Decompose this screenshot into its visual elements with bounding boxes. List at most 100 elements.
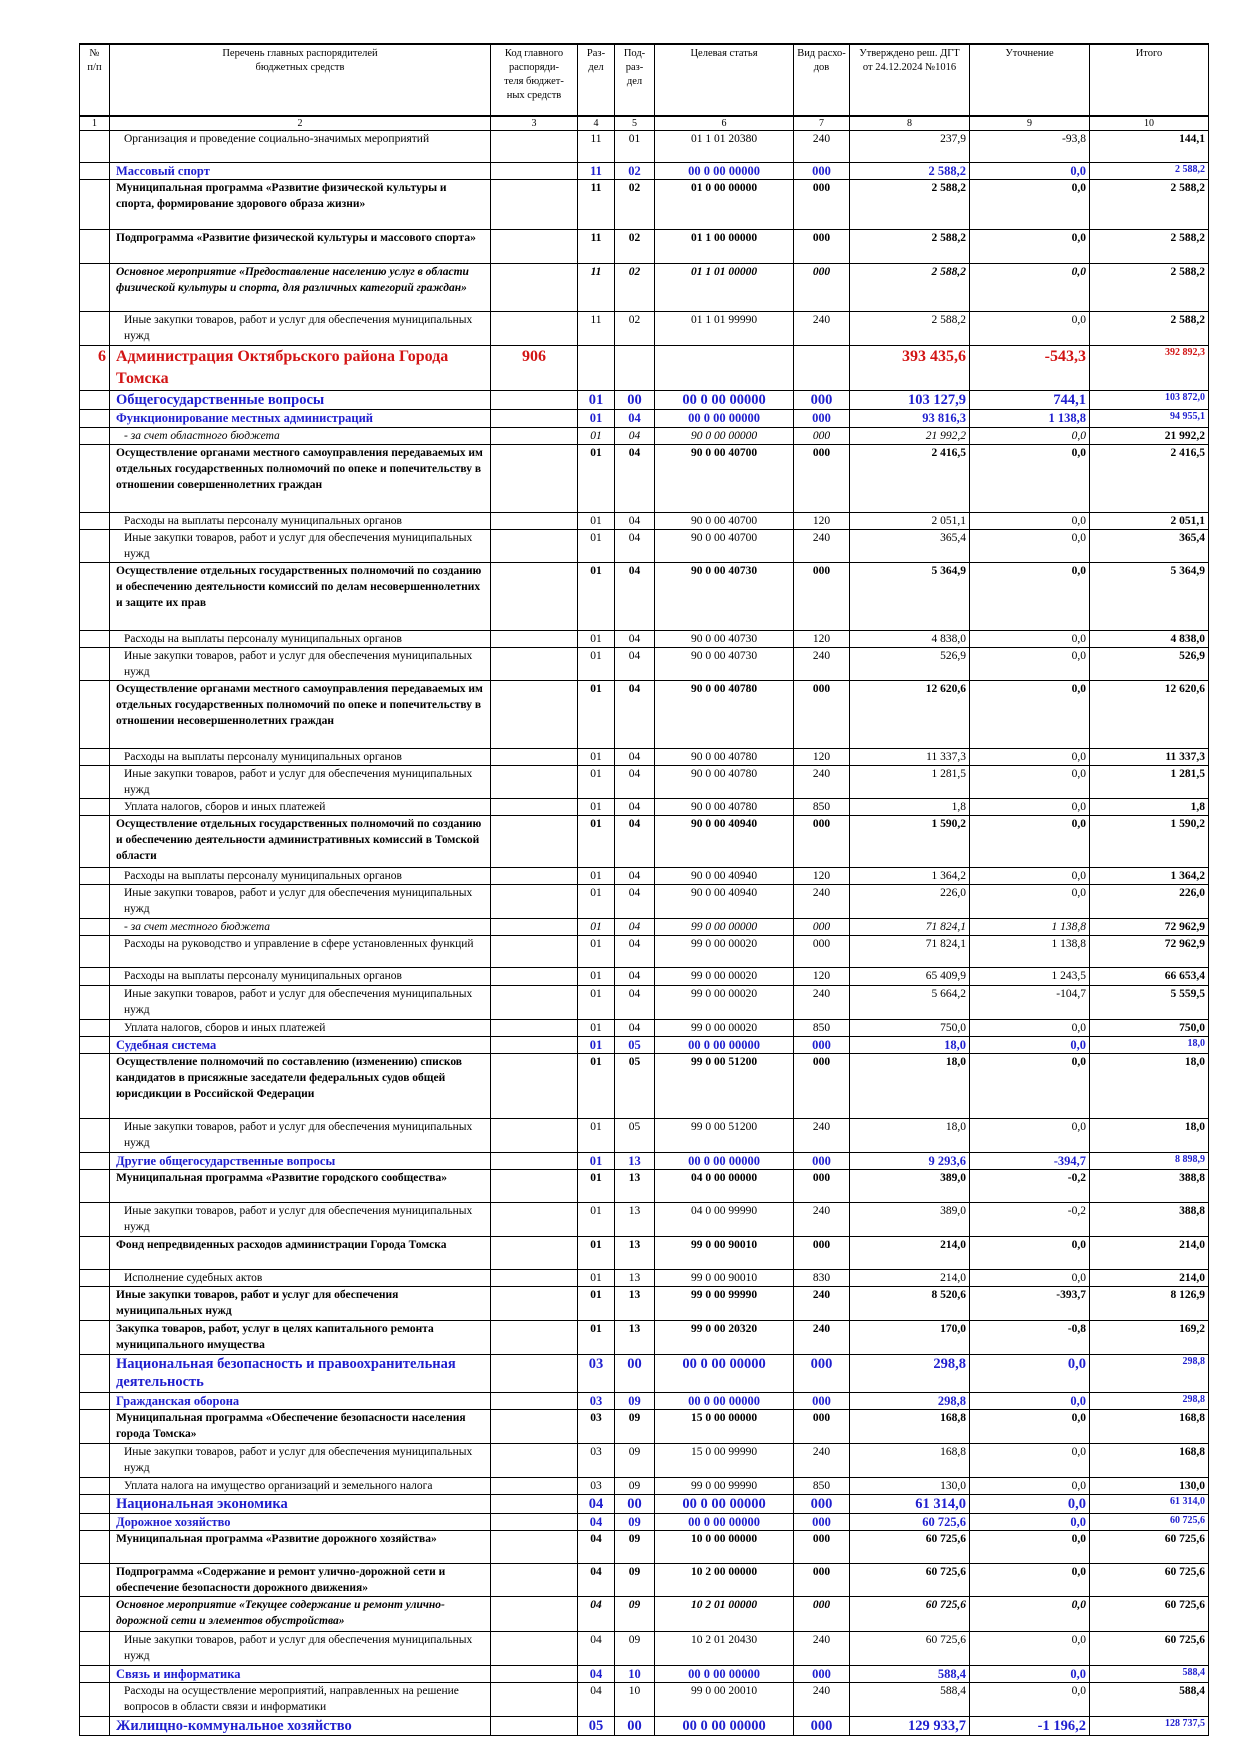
column-number: 1 [79, 115, 110, 131]
cell-code [490, 647, 578, 681]
cell-approved: 237,9 [849, 130, 970, 163]
cell-vid: 830 [793, 1269, 850, 1287]
table-row: 6 Администрация Октябрьского района Город… [79, 345, 1209, 391]
cell-name: Уплата налогов, сборов и иных платежей [109, 1019, 491, 1037]
cell-approved: 8 520,6 [849, 1286, 970, 1321]
cell-change: 0,0 [969, 179, 1090, 230]
cell-approved: 71 824,1 [849, 935, 970, 968]
cell-num [79, 1354, 110, 1393]
cell-name: Другие общегосударственные вопросы [109, 1152, 491, 1170]
cell-num [79, 1563, 110, 1597]
cell-total: 226,0 [1089, 884, 1209, 919]
column-header: Утверждено реш. ДГТ от 24.12.2024 №1016 [849, 43, 970, 117]
cell-name: Иные закупки товаров, работ и услуг для … [109, 765, 491, 799]
cell-name: Иные закупки товаров, работ и услуг для … [109, 985, 491, 1020]
cell-article: 90 0 00 40730 [654, 647, 794, 681]
cell-article: 99 0 00 00020 [654, 935, 794, 968]
cell-razdel: 11 [577, 162, 615, 180]
cell-podrazdel: 04 [614, 748, 655, 766]
cell-razdel: 01 [577, 444, 615, 513]
cell-name: Муниципальная программа «Обеспечение без… [109, 1409, 491, 1444]
cell-code [490, 1665, 578, 1683]
cell-razdel: 01 [577, 918, 615, 936]
cell-vid: 000 [793, 390, 850, 410]
cell-total: 214,0 [1089, 1236, 1209, 1270]
cell-num [79, 1053, 110, 1119]
cell-vid: 120 [793, 630, 850, 648]
cell-vid: 000 [793, 1392, 850, 1410]
cell-podrazdel: 04 [614, 680, 655, 749]
cell-razdel: 01 [577, 562, 615, 631]
cell-vid: 000 [793, 1409, 850, 1444]
table-row: Муниципальная программа «Развитие дорожн… [79, 1530, 1209, 1564]
table-row: Иные закупки товаров, работ и услуг для … [79, 985, 1209, 1020]
cell-name: Администрация Октябрьского района Города… [109, 345, 491, 391]
table-row: Основное мероприятие «Текущее содержание… [79, 1596, 1209, 1632]
cell-num [79, 1596, 110, 1632]
cell-total: 2 588,2 [1089, 229, 1209, 264]
cell-approved: 170,0 [849, 1320, 970, 1355]
cell-change: 0,0 [969, 1053, 1090, 1119]
cell-total: 8 898,9 [1089, 1152, 1209, 1170]
cell-change: 0,0 [969, 1494, 1090, 1514]
cell-change: 0,0 [969, 1354, 1090, 1393]
cell-vid: 000 [793, 229, 850, 264]
cell-num [79, 884, 110, 919]
cell-total: 168,8 [1089, 1409, 1209, 1444]
cell-name: - за счет местного бюджета [109, 918, 491, 936]
cell-vid: 120 [793, 867, 850, 885]
cell-vid: 240 [793, 311, 850, 346]
cell-article: 00 0 00 00000 [654, 1494, 794, 1514]
cell-total: 392 892,3 [1089, 345, 1209, 391]
cell-article: 99 0 00 00020 [654, 1019, 794, 1037]
cell-name: Расходы на руководство и управление в сф… [109, 935, 491, 968]
cell-podrazdel: 09 [614, 1409, 655, 1444]
cell-code [490, 1494, 578, 1514]
cell-article: 00 0 00 00000 [654, 1665, 794, 1683]
cell-change: 0,0 [969, 162, 1090, 180]
cell-approved: 526,9 [849, 647, 970, 681]
cell-vid: 000 [793, 1513, 850, 1531]
cell-article: 90 0 00 40940 [654, 884, 794, 919]
cell-vid: 000 [793, 1563, 850, 1597]
cell-num [79, 798, 110, 816]
column-number: 10 [1089, 115, 1209, 131]
cell-article: 00 0 00 00000 [654, 1354, 794, 1393]
cell-vid: 240 [793, 130, 850, 163]
cell-change: 0,0 [969, 1513, 1090, 1531]
cell-name: Муниципальная программа «Развитие городс… [109, 1169, 491, 1203]
cell-approved: 389,0 [849, 1169, 970, 1203]
cell-article: 99 0 00 51200 [654, 1053, 794, 1119]
cell-approved: 5 664,2 [849, 985, 970, 1020]
cell-num [79, 162, 110, 180]
table-row: Муниципальная программа «Развитие физиче… [79, 179, 1209, 230]
table-row: Национальная экономика 04 00 00 0 00 00000 0… [79, 1494, 1209, 1514]
cell-approved: 11 337,3 [849, 748, 970, 766]
cell-vid: 000 [793, 1152, 850, 1170]
cell-total: 60 725,6 [1089, 1513, 1209, 1531]
column-header: Под- раз- дел [614, 43, 655, 117]
cell-name: Осуществление полномочий по составлению … [109, 1053, 491, 1119]
cell-razdel: 03 [577, 1443, 615, 1478]
cell-code [490, 1443, 578, 1478]
cell-total: 588,4 [1089, 1682, 1209, 1717]
cell-total: 169,2 [1089, 1320, 1209, 1355]
cell-change: 0,0 [969, 815, 1090, 868]
cell-num [79, 1169, 110, 1203]
cell-razdel: 01 [577, 1202, 615, 1237]
cell-total: 11 337,3 [1089, 748, 1209, 766]
cell-article: 00 0 00 00000 [654, 1036, 794, 1054]
cell-name: Муниципальная программа «Развитие физиче… [109, 179, 491, 230]
cell-total: 18,0 [1089, 1036, 1209, 1054]
cell-article: 90 0 00 40940 [654, 815, 794, 868]
table-row: Судебная система 01 05 00 0 00 00000 000 18,0… [79, 1036, 1209, 1054]
cell-podrazdel: 13 [614, 1152, 655, 1170]
table-row: Уплата налога на имущество организаций и… [79, 1477, 1209, 1495]
cell-article: 00 0 00 00000 [654, 1152, 794, 1170]
cell-code [490, 1269, 578, 1287]
cell-podrazdel: 02 [614, 229, 655, 264]
cell-total: 66 653,4 [1089, 967, 1209, 986]
cell-change: 0,0 [969, 884, 1090, 919]
table-row: Иные закупки товаров, работ и услуг для … [79, 1443, 1209, 1478]
cell-vid: 240 [793, 1443, 850, 1478]
